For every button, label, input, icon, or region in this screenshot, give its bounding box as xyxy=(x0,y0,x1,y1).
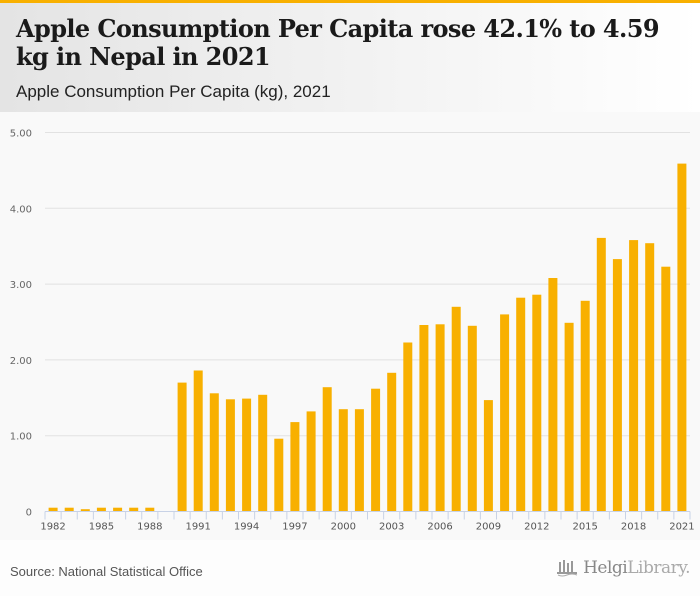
bar-2017[interactable] xyxy=(612,259,622,512)
bar-1987[interactable] xyxy=(129,507,139,512)
chart-title: Apple Consumption Per Capita rose 42.1% … xyxy=(16,14,660,71)
x-tick-label: 2003 xyxy=(379,522,404,533)
bar-chart: 0 1.00 2.00 3.00 4.00 5.00 1982 1985 1988 1991 199… xyxy=(10,129,695,533)
x-tick-label: 1982 xyxy=(40,522,65,533)
bar-2006[interactable] xyxy=(435,324,445,512)
bar-2018[interactable] xyxy=(629,240,639,512)
bar-2020[interactable] xyxy=(661,266,671,512)
bar-1996[interactable] xyxy=(274,438,284,512)
bar-2005[interactable] xyxy=(419,325,429,512)
chart-header: Apple Consumption Per Capita rose 42.1% … xyxy=(0,3,700,112)
x-tick-label: 1985 xyxy=(89,522,114,533)
chart-subtitle: Apple Consumption Per Capita (kg), 2021 xyxy=(16,82,331,101)
bar-2001[interactable] xyxy=(354,409,364,512)
y-tick-label: 1.00 xyxy=(10,432,32,443)
logo-text: HelgiLibrary. xyxy=(583,558,690,578)
y-tick-label: 4.00 xyxy=(10,204,32,215)
bar-2013[interactable] xyxy=(548,278,558,512)
bar-2010[interactable] xyxy=(500,314,510,512)
chart-footer: Source: National Statistical Office Helg… xyxy=(0,540,700,596)
x-tick-label: 2012 xyxy=(524,522,549,533)
bar-1991[interactable] xyxy=(193,370,203,512)
bar-1995[interactable] xyxy=(258,394,268,512)
bar-1990[interactable] xyxy=(177,382,187,512)
bar-2003[interactable] xyxy=(387,372,397,512)
logo-text-bold: Helgi xyxy=(583,558,628,578)
bar-2011[interactable] xyxy=(516,297,526,512)
x-tick-label: 1997 xyxy=(282,522,307,533)
bar-2019[interactable] xyxy=(645,243,655,512)
y-tick-label: 2.00 xyxy=(10,356,32,367)
bar-2014[interactable] xyxy=(564,322,574,512)
x-tick-label: 2000 xyxy=(331,522,356,533)
y-tick-label: 5.00 xyxy=(10,129,32,140)
bar-2021[interactable] xyxy=(677,163,687,512)
bar-1993[interactable] xyxy=(225,399,235,512)
x-tick-label: 1991 xyxy=(185,522,210,533)
bar-2015[interactable] xyxy=(580,300,590,512)
logo-text-light: Library. xyxy=(627,558,690,578)
x-tick-label: 2018 xyxy=(621,522,646,533)
bar-2012[interactable] xyxy=(532,294,542,512)
library-bars-icon xyxy=(557,560,578,577)
top-accent-bar xyxy=(0,0,700,3)
source-note: Source: National Statistical Office xyxy=(10,564,203,579)
bar-2007[interactable] xyxy=(451,306,461,512)
bar-1988[interactable] xyxy=(145,507,155,512)
bar-1998[interactable] xyxy=(306,411,316,512)
bar-2002[interactable] xyxy=(371,388,381,512)
x-tick-label: 1988 xyxy=(137,522,162,533)
bar-2016[interactable] xyxy=(596,237,606,512)
x-tick-label: 2006 xyxy=(427,522,452,533)
x-tick-label: 2015 xyxy=(572,522,597,533)
bar-1997[interactable] xyxy=(290,422,300,512)
bar-1999[interactable] xyxy=(322,387,332,512)
bar-1994[interactable] xyxy=(242,398,252,512)
x-tick-label: 1994 xyxy=(234,522,259,533)
bar-1983[interactable] xyxy=(64,507,74,512)
bar-1985[interactable] xyxy=(96,507,106,512)
bar-1992[interactable] xyxy=(209,393,219,512)
bar-2004[interactable] xyxy=(403,342,413,512)
bar-1986[interactable] xyxy=(113,507,123,512)
helgi-library-logo[interactable]: HelgiLibrary. xyxy=(557,558,690,578)
bar-1982[interactable] xyxy=(48,507,58,512)
bar-2000[interactable] xyxy=(338,409,348,512)
y-tick-label: 0 xyxy=(26,508,32,519)
x-tick-label: 2021 xyxy=(669,522,694,533)
bar-2009[interactable] xyxy=(483,400,493,512)
bar-1984[interactable] xyxy=(80,509,90,512)
bar-2008[interactable] xyxy=(467,325,477,512)
y-tick-label: 3.00 xyxy=(10,280,32,291)
x-tick-label: 2009 xyxy=(476,522,501,533)
